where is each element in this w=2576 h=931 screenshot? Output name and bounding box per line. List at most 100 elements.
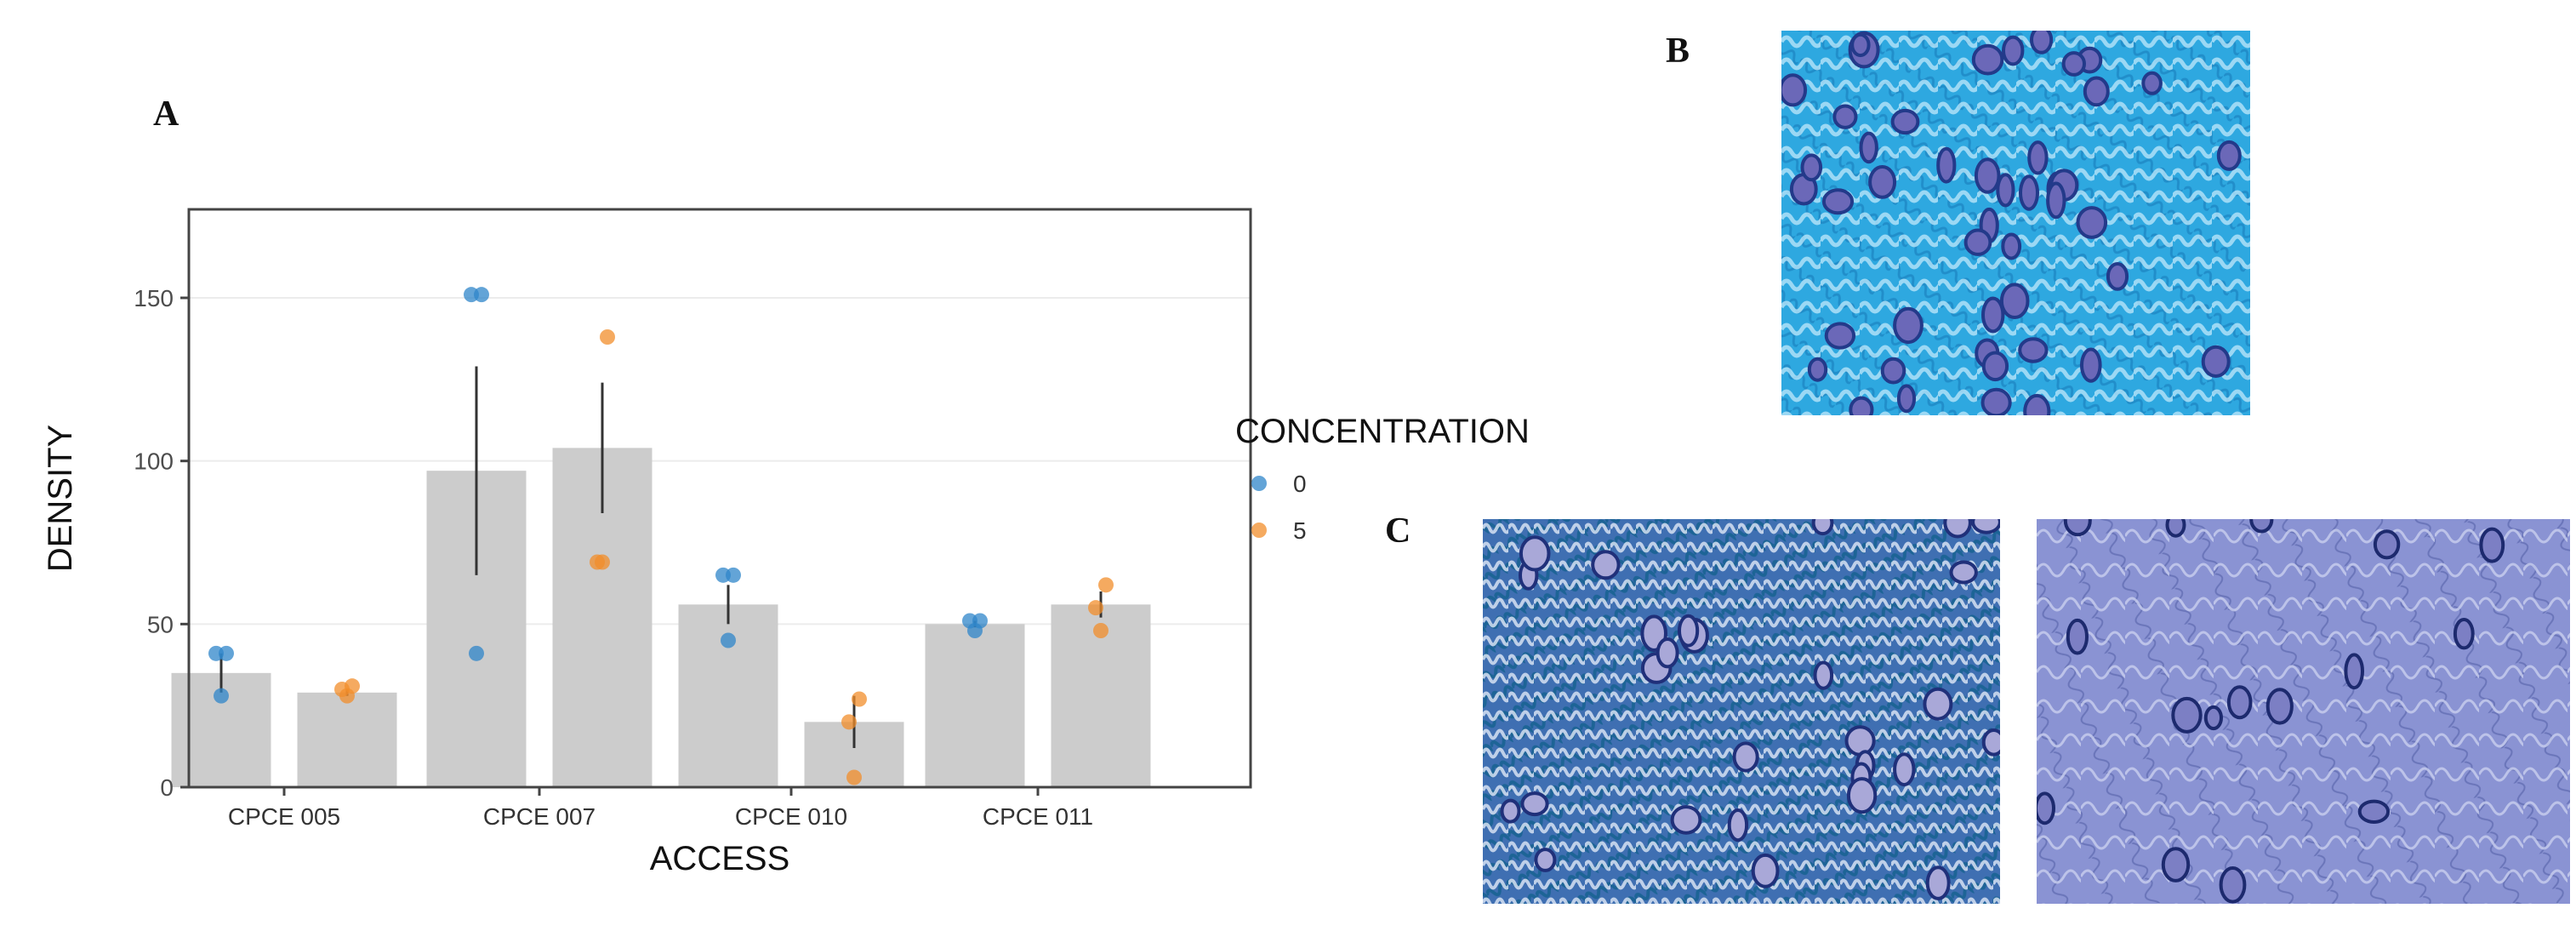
y-axis-title: DENSITY (42, 425, 79, 572)
stomata-cell (1811, 519, 1834, 536)
panel-border (187, 208, 1252, 789)
stomata-cell (2001, 232, 2022, 260)
stomata-cell (2479, 527, 2505, 563)
x-tick-label: CPCE 007 (483, 803, 596, 830)
stomata-cell (2357, 799, 2391, 824)
panel-letter-a: A (153, 94, 180, 134)
data-point (1098, 577, 1114, 593)
stomata-cell (2030, 31, 2054, 54)
data-point (219, 645, 234, 661)
stomata-cell (1846, 777, 1878, 814)
stomata-cell (1974, 157, 2001, 194)
micrograph-b (1781, 31, 2250, 415)
bar (297, 692, 397, 787)
x-tick-label: CPCE 005 (228, 803, 340, 830)
stomata-cell (1591, 550, 1621, 580)
data-point (600, 329, 615, 345)
data-point (726, 567, 741, 583)
data-point (474, 287, 489, 303)
stomata-cell (1813, 660, 1834, 690)
stomata-cell (1520, 791, 1549, 817)
stomata-cell (2226, 685, 2253, 720)
stomata-cell (1936, 146, 1957, 184)
stomata-cell (1727, 808, 1749, 842)
data-point (841, 714, 857, 730)
data-point (590, 554, 605, 570)
y-tick-label: 50 (147, 611, 174, 637)
y-tick-label: 0 (160, 774, 174, 801)
stomata-cell (1896, 384, 1917, 414)
stomata-cell (2027, 140, 2049, 175)
legend-title: CONCENTRATION (1235, 413, 1530, 450)
stomata-cell (2203, 705, 2223, 731)
stomata-cell (2201, 345, 2231, 378)
stomata-cell (2219, 866, 2247, 904)
stomata-cell (2106, 262, 2129, 291)
bar (678, 604, 778, 787)
stomata-cell (1981, 728, 2000, 757)
stomata-cell (1963, 228, 1992, 256)
stomata-cell (1859, 131, 1878, 164)
stomata-cell (1971, 519, 2000, 534)
stomata-cell (1971, 43, 2004, 76)
legend-key (1251, 476, 1267, 491)
stomata-cell (1996, 173, 2015, 208)
stomata-cell (1890, 108, 1920, 135)
stomata-cell (2080, 347, 2102, 383)
stomata-cell (2063, 519, 2092, 537)
stomata-cell (2265, 688, 2294, 725)
stomata-cell (1844, 725, 1876, 757)
y-tick-label: 100 (134, 448, 174, 475)
stomata-cell (1981, 296, 2005, 334)
panel-letter-b: B (1666, 31, 1690, 71)
x-tick-label: CPCE 011 (983, 803, 1093, 830)
stomata-cell (1999, 283, 2030, 320)
stomata-cell (1849, 396, 1874, 415)
stomata-cell (1519, 535, 1551, 572)
stomata-cell (2453, 618, 2475, 650)
stomata-cell (1678, 614, 1700, 648)
stomata-cell (1534, 848, 1557, 872)
stomata-cell (1925, 865, 1951, 900)
stomata-cell (2061, 51, 2086, 77)
stomata-cell (1943, 519, 1972, 539)
stomata-cell (1800, 153, 1823, 182)
stomata-cell (1781, 73, 1808, 107)
stomata-cell (2216, 140, 2242, 171)
stomata-cell (1656, 637, 1679, 669)
legend-key (1251, 523, 1267, 538)
stomata-cell (2023, 393, 2051, 415)
stomata-cell (2373, 529, 2401, 560)
data-point (852, 691, 867, 707)
data-point (1093, 623, 1108, 638)
stomata-cell (1732, 741, 1759, 773)
stomata-cell (1949, 560, 1978, 585)
stomata-cell (2141, 71, 2163, 95)
stomata-cell (1821, 188, 1855, 215)
data-point (972, 613, 988, 629)
data-point (214, 688, 229, 704)
stomata-cell (2018, 337, 2049, 363)
stomata-cell (1893, 306, 1923, 345)
legend-label: 0 (1293, 471, 1307, 497)
data-point (1088, 600, 1103, 616)
stomata-cell (1981, 351, 2009, 382)
stomata-cell (1923, 687, 1953, 721)
micrograph-c-right (2037, 519, 2570, 904)
bar (925, 624, 1025, 787)
panel-letter-c: C (1385, 511, 1411, 551)
stomata-cell (1751, 853, 1780, 888)
stomata-cell (2076, 206, 2108, 239)
stomata-cell (1670, 805, 1702, 835)
x-axis-title: ACCESS (650, 840, 790, 877)
stomata-cell (2037, 791, 2055, 825)
stomata-cell (2066, 618, 2089, 655)
stomata-cell (2344, 653, 2365, 690)
stomata-cell (1832, 104, 1858, 129)
stomata-cell (1980, 387, 2012, 415)
stomata-cell (2165, 519, 2186, 538)
stomata-cell (1868, 165, 1897, 199)
stomata-cell (2161, 847, 2191, 882)
x-tick-label: CPCE 010 (735, 803, 847, 830)
